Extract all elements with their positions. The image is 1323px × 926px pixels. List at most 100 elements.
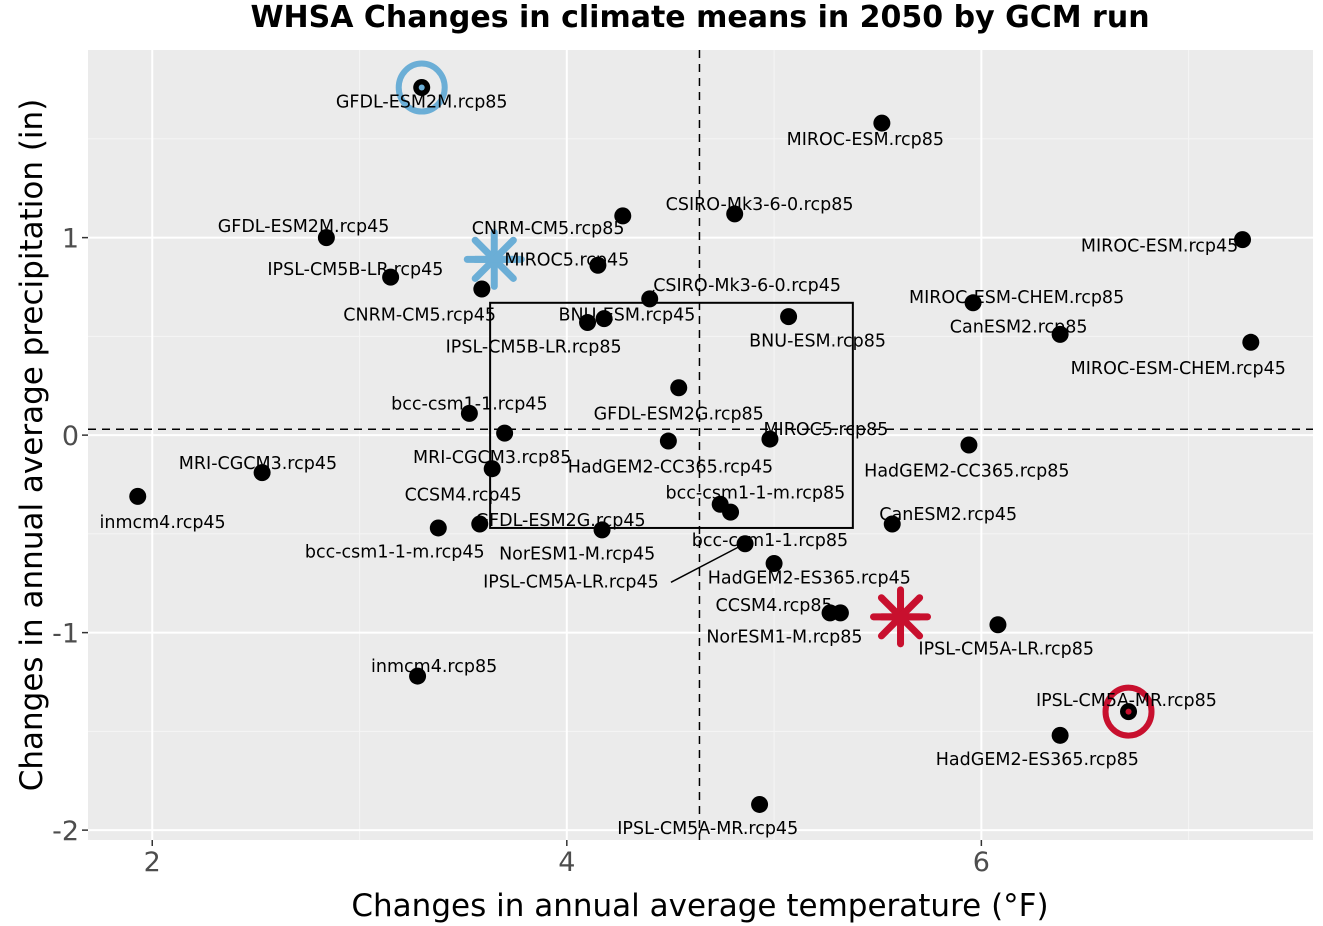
data-point (589, 256, 607, 274)
y-tick-label: -1 (52, 619, 79, 650)
data-point (473, 280, 491, 298)
label-leader-line (670, 546, 740, 583)
data-label: IPSL-CM5A-LR.rcp45 (483, 572, 659, 592)
data-label: bcc-csm1-1.rcp85 (692, 531, 848, 551)
data-label: CSIRO-Mk3-6-0.rcp45 (653, 276, 841, 296)
data-label: MIROC-ESM-CHEM.rcp85 (909, 288, 1124, 308)
cool-wet-center-asterisk-marker (463, 228, 525, 290)
data-point (751, 795, 769, 813)
central-range-box (489, 301, 854, 529)
data-label: BNU-ESM.rcp45 (558, 306, 695, 326)
data-label: HadGEM2-ES365.rcp45 (708, 568, 911, 588)
data-label: CCSM4.rcp45 (405, 485, 522, 505)
x-axis-title: Changes in annual average temperature (°… (351, 888, 1048, 924)
data-label: MRI-CGCM3.rcp45 (179, 454, 337, 474)
data-point (831, 604, 849, 622)
data-label: CNRM-CM5.rcp45 (343, 306, 496, 326)
x-tick-label: 6 (973, 847, 990, 878)
data-label: bcc-csm1-1.rcp45 (391, 395, 547, 415)
highlight-markers (395, 60, 1155, 739)
data-label: GFDL-ESM2G.rcp45 (475, 511, 645, 531)
data-point (579, 314, 597, 332)
y-tick-label: 1 (62, 224, 79, 255)
data-point (964, 294, 982, 312)
data-label: inmcm4.rcp45 (100, 513, 226, 533)
y-tick-label: -2 (52, 816, 79, 847)
data-points (129, 79, 1260, 813)
data-label: bcc-csm1-1-m.rcp85 (666, 483, 846, 503)
data-point (1234, 231, 1252, 249)
cool-wet-pick-center-dot (418, 84, 425, 91)
data-point (1051, 726, 1069, 744)
data-point (595, 310, 613, 328)
data-label: BNU-ESM.rcp85 (749, 331, 886, 351)
plot-panel (88, 50, 1313, 840)
data-label: bcc-csm1-1-m.rcp45 (305, 543, 485, 563)
data-label: NorESM1-M.rcp45 (499, 545, 655, 565)
data-point (614, 207, 632, 225)
warm-dry-pick-ring-marker (1102, 684, 1155, 739)
data-label: CanESM2.rcp85 (950, 318, 1088, 338)
data-label: GFDL-ESM2M.rcp85 (336, 92, 508, 112)
warm-dry-center-asterisk-marker (870, 586, 932, 648)
data-point (496, 424, 514, 442)
data-label: HadGEM2-CC365.rcp45 (568, 458, 773, 478)
data-point (382, 268, 400, 286)
reference-lines (88, 50, 1313, 840)
data-point (989, 616, 1007, 634)
data-label: MRI-CGCM3.rcp85 (413, 448, 571, 468)
selection-box (489, 301, 854, 529)
data-point (780, 308, 798, 326)
data-point (471, 515, 489, 533)
data-label: IPSL-CM5B-LR.rcp45 (267, 260, 443, 280)
data-label: IPSL-CM5A-LR.rcp85 (918, 639, 1094, 659)
data-point (1242, 333, 1260, 351)
chart-title: WHSA Changes in climate means in 2050 by… (250, 0, 1149, 35)
data-point (460, 404, 478, 422)
data-label: MIROC-ESM-CHEM.rcp45 (1071, 359, 1286, 379)
data-label: NorESM1-M.rcp85 (706, 628, 862, 648)
data-point (593, 521, 611, 539)
y-axis-ticks: -2 -1 0 1 (52, 224, 88, 847)
data-label: MIROC-ESM.rcp45 (1081, 237, 1238, 257)
data-label: HadGEM2-ES365.rcp85 (936, 750, 1139, 770)
data-point (670, 379, 688, 397)
data-label: MIROC5.rcp85 (763, 420, 888, 440)
data-label: IPSL-CM5A-MR.rcp45 (617, 819, 798, 839)
minor-gridlines (88, 50, 1313, 840)
x-tick-label: 2 (144, 847, 161, 878)
data-point (659, 432, 677, 450)
data-label: CCSM4.rcp85 (716, 596, 833, 616)
data-label: MIROC5.rcp45 (504, 250, 629, 270)
data-point (429, 519, 447, 537)
data-label: GFDL-ESM2M.rcp45 (218, 217, 390, 237)
warm-dry-pick-center-dot (1125, 708, 1132, 715)
data-point (736, 535, 754, 553)
point-labels: GFDL-ESM2M.rcp85 MIROC-ESM.rcp85 CSIRO-Mk3… (100, 92, 1286, 839)
data-point (317, 229, 335, 247)
data-label: MIROC-ESM.rcp85 (787, 130, 944, 150)
data-point (960, 436, 978, 454)
x-axis-ticks: 2 4 6 (144, 840, 990, 878)
data-label: CNRM-CM5.rcp85 (472, 219, 625, 239)
data-point (641, 290, 659, 308)
x-tick-label: 4 (558, 847, 575, 878)
data-label: CSIRO-Mk3-6-0.rcp85 (666, 195, 854, 215)
data-label: inmcm4.rcp85 (371, 657, 497, 677)
data-label: HadGEM2-CC365.rcp85 (864, 462, 1069, 482)
data-point (883, 515, 901, 533)
major-gridlines (88, 50, 1313, 840)
data-label: GFDL-ESM2G.rcp85 (594, 404, 764, 424)
data-point (129, 487, 147, 505)
cool-wet-pick-ring-marker (395, 60, 448, 115)
data-point (1051, 325, 1069, 343)
data-point (765, 555, 783, 572)
data-label: IPSL-CM5B-LR.rcp85 (446, 337, 622, 357)
y-axis-title: Changes in annual average precipitation … (14, 99, 50, 792)
y-tick-label: 0 (62, 421, 79, 452)
data-point (726, 205, 744, 223)
data-point (253, 464, 271, 482)
data-point (761, 430, 779, 448)
data-label: IPSL-CM5A-MR.rcp85 (1036, 691, 1217, 711)
